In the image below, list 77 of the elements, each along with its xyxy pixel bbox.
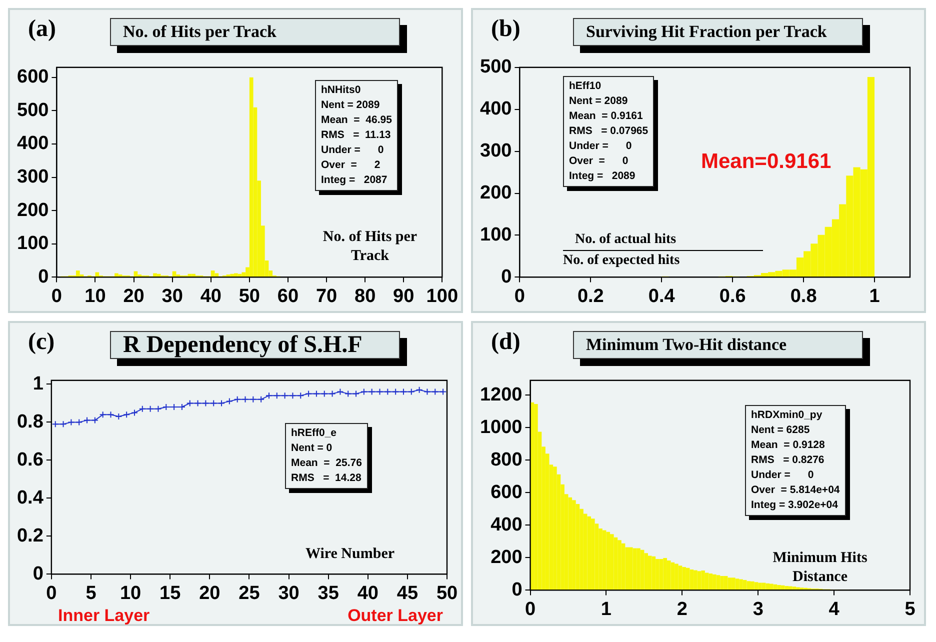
x-axis-title: Minimum Hits Distance: [772, 549, 868, 587]
x-tick-label: 70: [316, 286, 338, 307]
x-tick-label: 30: [162, 286, 183, 307]
x-tick-label: 4: [828, 598, 840, 620]
annotation: hNHits0 Nent = 2089 Mean = 46.95 RMS = 11.13 Under = 0 Over = 2 Integ = 2087: [315, 80, 398, 191]
x-tick-label: 0.4: [648, 286, 676, 307]
x-tick-label: 5: [904, 598, 916, 620]
y-tick-label: 0: [501, 266, 512, 288]
x-tick-label: 80: [354, 286, 376, 307]
y-tick-label: 0: [32, 563, 44, 584]
chart-title: Minimum Two-Hit distance: [573, 331, 863, 359]
y-tick-label: 500: [17, 100, 49, 121]
x-tick-label: 15: [160, 582, 182, 604]
text: Outer Layer: [348, 606, 443, 626]
text: (c): [28, 329, 55, 356]
x-tick-label: 100: [426, 286, 458, 307]
x-tick-label: 1: [600, 598, 612, 620]
x-tick-label: 0.6: [719, 286, 746, 307]
x-tick-label: 50: [436, 582, 458, 604]
y-tick-label: 0.8: [16, 411, 44, 432]
x-tick-label: 40: [357, 582, 378, 604]
x-tick-label: 25: [238, 582, 260, 604]
y-tick-label: 500: [480, 56, 512, 78]
text: (d): [491, 329, 520, 356]
annotation: No. of actual hits: [574, 232, 678, 248]
x-tick-label: 0: [51, 286, 62, 307]
x-tick-label: 2: [676, 598, 688, 620]
x-tick-label: 0.2: [577, 286, 604, 307]
x-tick-label: 10: [120, 582, 142, 604]
x-tick-label: 30: [278, 582, 300, 604]
y-tick-label: 400: [17, 133, 49, 154]
x-tick-label: 40: [200, 286, 222, 307]
annotation: hRDXmin0_py Nent = 6285 Mean = 0.9128 RMS = 0.8276 Under = 0 Over = 5.814e+04 Integ = 3.902e+04: [745, 405, 846, 516]
x-tick-label: 3: [752, 598, 764, 620]
x-tick-label: 0: [524, 598, 536, 620]
y-tick-label: 200: [480, 182, 512, 204]
x-tick-label: 0.8: [790, 286, 817, 307]
annotation: hREff0_e Nent = 0 Mean = 25.76 RMS = 14.28: [285, 423, 368, 489]
text: (b): [491, 16, 520, 43]
annotation: Mean=0.9161: [701, 150, 832, 174]
annotation: hEff10 Nent = 2089 Mean = 0.9161 RMS = 0.07965 Under = 0 Over = 0 Integ = 2089: [563, 76, 654, 187]
y-tick-label: 600: [17, 66, 49, 88]
y-tick-label: 400: [490, 514, 522, 536]
y-tick-label: 0: [38, 266, 49, 288]
y-tick-label: 100: [480, 224, 512, 246]
x-tick-label: 5: [86, 582, 97, 604]
y-tick-label: 300: [480, 140, 512, 162]
x-tick-label: 20: [123, 286, 144, 307]
x-tick-label: 35: [318, 582, 340, 604]
y-tick-label: 200: [17, 200, 49, 221]
y-tick-label: 1000: [480, 416, 522, 438]
y-tick-label: 1: [32, 373, 44, 394]
x-tick-label: 60: [277, 286, 299, 307]
y-tick-label: 800: [490, 449, 522, 470]
y-tick-label: 100: [17, 233, 49, 254]
annotation: No. of expected hits: [563, 253, 681, 269]
x-axis-title: Wire Number: [304, 545, 396, 564]
y-tick-label: 0.2: [16, 525, 44, 546]
text: Inner Layer: [58, 606, 150, 626]
x-tick-label: 1: [869, 286, 880, 307]
x-tick-label: 50: [238, 286, 260, 307]
y-tick-label: 0.6: [16, 449, 44, 470]
x-tick-label: 90: [393, 286, 414, 307]
y-tick-label: 300: [17, 166, 49, 188]
y-tick-label: 0.4: [16, 487, 44, 508]
x-axis-title: No. of Hits per Track: [322, 228, 418, 266]
text: (a): [28, 16, 56, 43]
chart-title: Surviving Hit Fraction per Track: [573, 18, 863, 46]
x-tick-label: 10: [84, 286, 106, 307]
y-tick-label: 600: [490, 482, 522, 503]
y-tick-label: 400: [480, 98, 512, 120]
y-tick-label: 1200: [480, 384, 522, 406]
x-tick-label: 45: [396, 582, 418, 604]
x-tick-label: 20: [199, 582, 220, 604]
chart-title: R Dependency of S.H.F: [110, 331, 400, 359]
chart-title: No. of Hits per Track: [110, 18, 400, 46]
y-tick-label: 200: [490, 546, 522, 568]
